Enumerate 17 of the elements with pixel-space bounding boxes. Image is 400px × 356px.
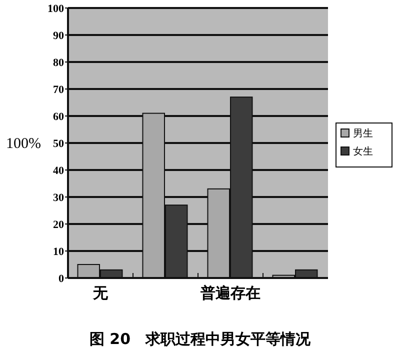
- y-tick-label: 100: [48, 2, 64, 15]
- y-tick-label: 80: [53, 56, 64, 69]
- x-tick-label: 普遍存在: [200, 284, 260, 302]
- y-tick-label: 40: [53, 164, 64, 177]
- legend-label: 女生: [353, 146, 373, 158]
- y-tick-label: 0: [58, 272, 64, 285]
- y-tick-label: 30: [53, 192, 64, 204]
- y-axis-title: 100%: [6, 136, 41, 152]
- y-tick-label: 20: [53, 218, 64, 231]
- y-tick-label: 10: [53, 246, 64, 258]
- text: 图 20 求职过程中男女平等情况: [89, 330, 312, 348]
- x-tick-label: 无: [92, 284, 109, 302]
- y-tick-label: 60: [53, 110, 64, 123]
- y-tick-label: 70: [53, 84, 64, 96]
- y-tick-label: 50: [53, 138, 64, 150]
- y-tick-label: 90: [53, 30, 64, 42]
- legend-label: 男生: [353, 128, 373, 140]
